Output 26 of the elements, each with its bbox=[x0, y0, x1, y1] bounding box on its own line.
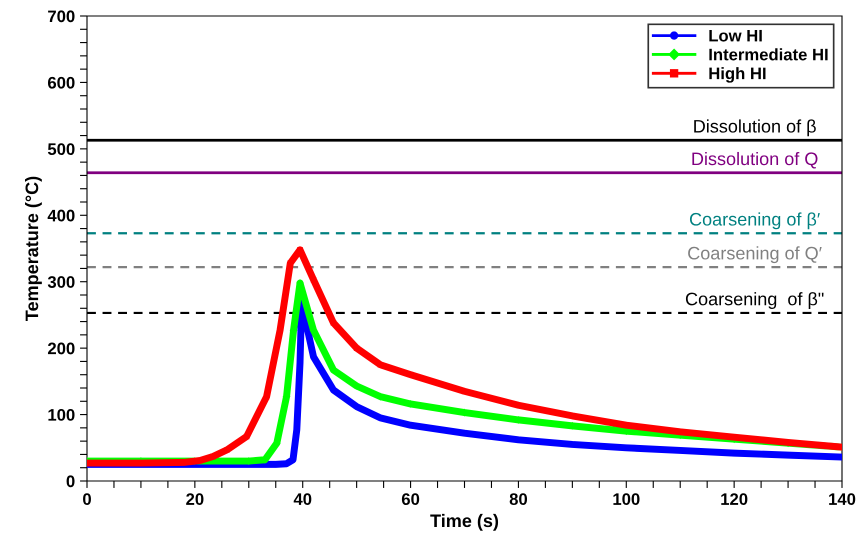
x-tick-label: 80 bbox=[510, 493, 528, 506]
x-tick-label: 100 bbox=[613, 493, 640, 506]
ref-line-label: Coarsening of Q′ bbox=[688, 246, 822, 264]
x-tick-label: 60 bbox=[402, 493, 420, 506]
x-tick-label: 120 bbox=[721, 493, 748, 506]
y-tick-label: 400 bbox=[48, 210, 75, 222]
y-tick-label: 300 bbox=[48, 276, 75, 288]
ref-line-label: Dissolution of Q bbox=[692, 152, 818, 168]
x-tick-label: 20 bbox=[186, 493, 204, 506]
x-tick-label: 0 bbox=[83, 493, 91, 506]
y-tick-label: 600 bbox=[48, 76, 75, 89]
y-tick-label: 500 bbox=[48, 143, 75, 156]
legend-label: Low HI bbox=[709, 30, 762, 42]
x-tick-label: 40 bbox=[294, 493, 312, 506]
y-tick-label: 200 bbox=[48, 342, 75, 354]
x-axis-title: Time (s) bbox=[430, 514, 498, 531]
y-axis-title: Temperature (°C) bbox=[25, 176, 42, 321]
ref-line-label: Dissolution of β bbox=[694, 119, 816, 136]
legend-label: High HI bbox=[709, 67, 766, 83]
legend-label: Intermediate HI bbox=[709, 48, 828, 60]
y-tick-label: 0 bbox=[66, 475, 75, 488]
y-tick-label: 100 bbox=[48, 408, 75, 421]
ref-line-label: Coarsening of β" bbox=[686, 292, 824, 309]
x-tick-label: 140 bbox=[829, 493, 856, 506]
y-tick-label: 700 bbox=[48, 10, 75, 22]
ref-line-label: Coarsening of β′ bbox=[690, 212, 820, 230]
